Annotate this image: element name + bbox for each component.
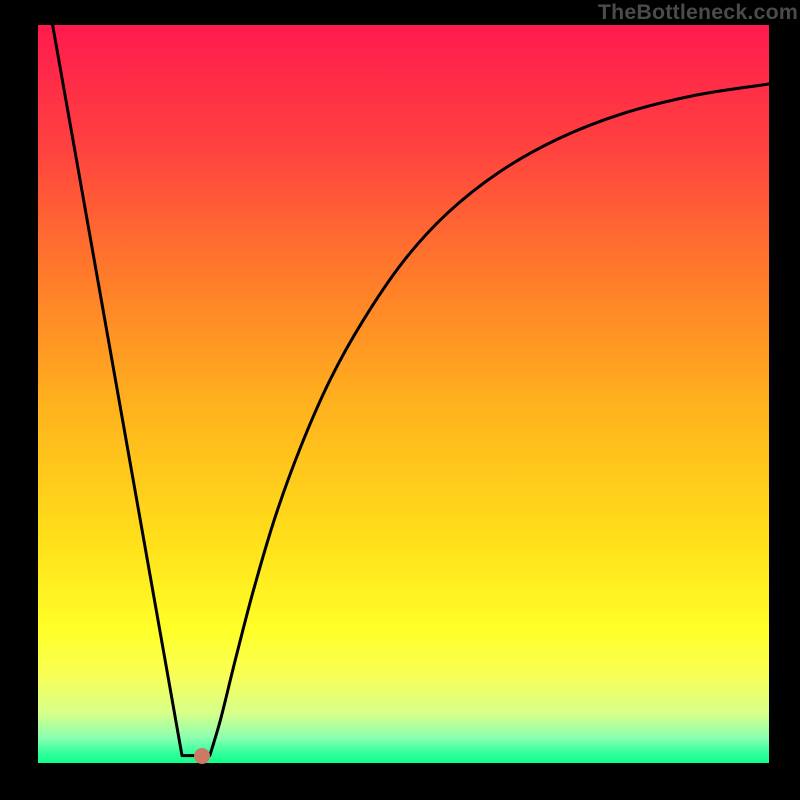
chart-canvas: TheBottleneck.com [0, 0, 800, 800]
optimum-marker [194, 748, 210, 764]
bottleneck-curve [53, 25, 769, 756]
curve-layer [38, 25, 769, 763]
watermark-text: TheBottleneck.com [598, 0, 798, 25]
plot-frame [34, 21, 773, 767]
